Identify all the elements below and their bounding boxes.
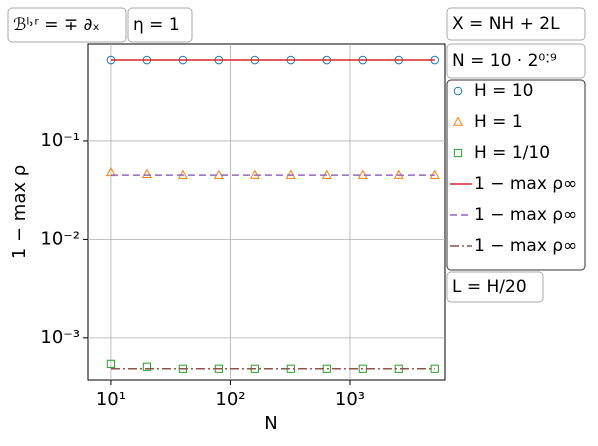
y-tick-label: 10⁻³ [40,327,80,348]
marker [430,364,439,373]
x-tick-label: 10³ [335,389,365,410]
annotation-box [446,43,586,79]
plot-frame [87,43,446,381]
legend-label: 1 − max ρ∞ [474,174,577,194]
legend-label: H = 1 [474,112,523,132]
y-tick-label: 10⁻¹ [40,130,80,151]
annotation: ℬˡ˒ʳ = ∓ ∂ₓ [13,15,100,35]
annotation-box [7,7,127,43]
legend-box [446,79,586,271]
marker [452,116,464,126]
legend-label: 1 − max ρ∞ [474,236,577,256]
annotation: N = 10 · 2⁰˸⁹ [452,51,557,71]
marker [142,362,152,371]
marker [106,359,116,368]
annotation-box [446,271,544,303]
annotation-box [446,7,586,41]
legend-label: 1 − max ρ∞ [474,205,577,225]
marker [141,168,152,178]
y-tick-label: 10⁻² [40,228,80,249]
annotation: η = 1 [133,15,180,35]
annotation-box [127,7,193,43]
annotation: L = H/20 [452,277,527,297]
marker [453,86,463,96]
x-tick-label: 10² [215,389,245,410]
x-tick-label: 10¹ [96,389,126,410]
marker [453,148,463,158]
y-axis-label: 1 − max ρ [9,165,30,259]
marker [322,364,331,373]
legend-label: H = 10 [474,81,533,101]
legend-label: H = 1/10 [474,143,550,163]
x-axis-label: N [264,413,277,434]
annotation: X = NH + 2L [452,14,560,34]
marker [105,166,116,177]
